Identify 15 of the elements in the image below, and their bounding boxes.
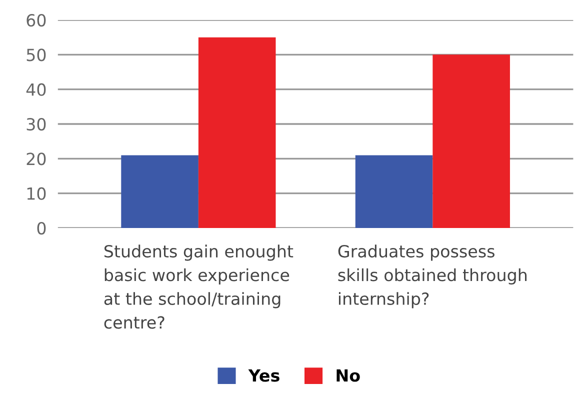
bar (432, 54, 510, 228)
y-tick-label: 10 (27, 187, 46, 200)
y-tick-label: 20 (26, 152, 46, 166)
y-tick-label: 0 (37, 222, 46, 235)
x-tick-label: Graduates possess skills obtained through internship? (338, 244, 527, 308)
bar (198, 37, 276, 228)
bar (355, 155, 433, 228)
y-tick-label: 60 (26, 14, 46, 27)
y-tick-label: 50 (26, 48, 46, 62)
legend-label: Yes (248, 369, 280, 382)
y-tick-label: 40 (26, 83, 46, 96)
x-tick-label: Students gain enought basic work experience at the school/training centre? (104, 244, 294, 329)
legend-label: No (336, 369, 360, 382)
y-tick-label: 30 (26, 118, 46, 131)
bar (121, 155, 198, 228)
